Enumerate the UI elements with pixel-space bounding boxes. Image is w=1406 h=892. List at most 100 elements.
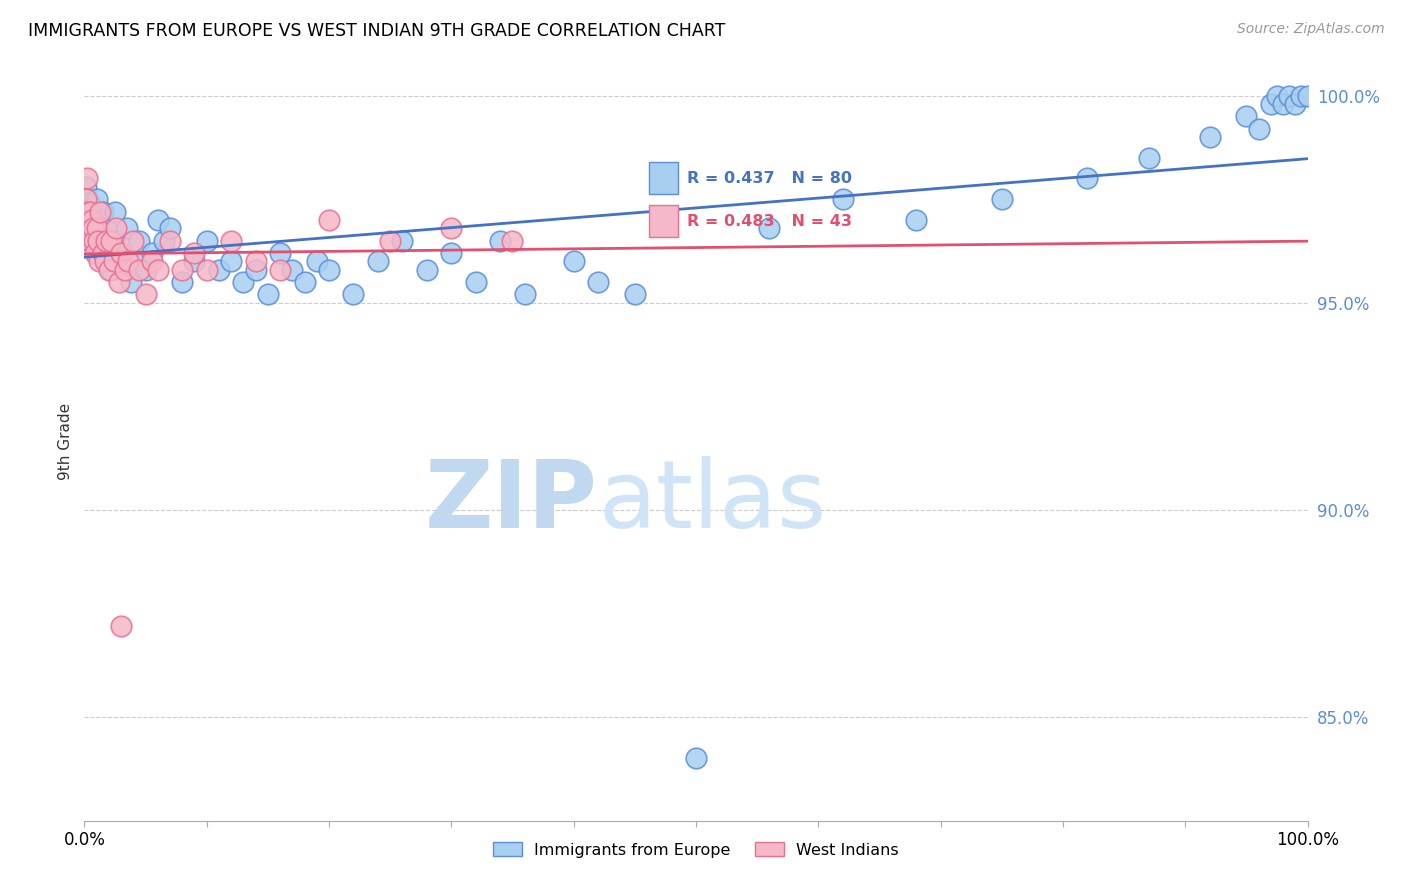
Point (77, 221, 100, 235)
Text: IMMIGRANTS FROM EUROPE VS WEST INDIAN 9TH GRADE CORRELATION CHART: IMMIGRANTS FROM EUROPE VS WEST INDIAN 9T… (28, 22, 725, 40)
Point (269, 246, 291, 260)
Point (80, 221, 103, 235)
Point (82, 221, 104, 235)
Point (77, 213, 100, 227)
Point (105, 221, 128, 235)
Point (89, 204, 111, 219)
Text: atlas: atlas (598, 456, 827, 549)
Point (120, 275, 142, 289)
Point (96, 234, 118, 248)
Point (1076, 171, 1098, 186)
Point (489, 234, 512, 248)
Point (305, 254, 328, 268)
Point (79, 234, 101, 248)
Point (86, 192, 108, 206)
FancyBboxPatch shape (650, 205, 678, 237)
Point (79, 234, 101, 248)
Point (141, 254, 163, 268)
Point (991, 192, 1014, 206)
Point (245, 254, 267, 268)
Point (107, 275, 129, 289)
Point (96, 221, 118, 235)
Point (183, 254, 205, 268)
Point (1265, 88, 1288, 103)
Point (97, 262, 120, 277)
Point (342, 287, 364, 301)
Point (110, 254, 132, 268)
Point (82, 213, 104, 227)
FancyBboxPatch shape (650, 162, 678, 194)
Point (75, 192, 97, 206)
Point (80, 201, 103, 215)
Point (128, 262, 150, 277)
Point (76, 192, 98, 206)
Point (159, 234, 181, 248)
Point (1291, 88, 1313, 103)
Point (110, 246, 132, 260)
Point (1236, 109, 1258, 123)
Point (83, 234, 105, 248)
Text: ZIP: ZIP (425, 456, 598, 549)
Point (77, 221, 100, 235)
Point (1247, 121, 1270, 136)
Point (905, 213, 928, 227)
Point (245, 262, 267, 277)
Point (440, 246, 463, 260)
Point (87, 213, 110, 227)
Point (172, 275, 194, 289)
Point (94, 254, 117, 268)
Text: R = 0.483   N = 43: R = 0.483 N = 43 (688, 214, 852, 228)
Text: Source: ZipAtlas.com: Source: ZipAtlas.com (1237, 22, 1385, 37)
Point (391, 234, 413, 248)
Point (758, 221, 780, 235)
Point (77, 196, 100, 211)
Point (76, 204, 98, 219)
Point (146, 262, 169, 277)
Point (586, 275, 609, 289)
Point (135, 262, 157, 277)
Point (75, 179, 97, 194)
Point (87, 246, 110, 260)
Point (1284, 96, 1306, 111)
Point (135, 287, 157, 301)
Point (110, 619, 132, 633)
Point (1278, 88, 1301, 103)
Point (502, 234, 524, 248)
Point (172, 262, 194, 277)
Point (281, 262, 304, 277)
Point (219, 234, 242, 248)
Point (107, 234, 129, 248)
Legend: Immigrants from Europe, West Indians: Immigrants from Europe, West Indians (485, 834, 907, 866)
Point (318, 213, 340, 227)
Point (294, 275, 316, 289)
Point (80, 213, 103, 227)
Point (83, 204, 105, 219)
Point (93, 234, 115, 248)
Point (1260, 96, 1282, 111)
Point (89, 234, 111, 248)
Point (367, 254, 389, 268)
Point (125, 254, 148, 268)
Point (232, 275, 254, 289)
Point (122, 234, 145, 248)
Point (117, 254, 139, 268)
Point (464, 275, 486, 289)
Point (440, 221, 463, 235)
Point (208, 262, 231, 277)
Point (77, 204, 100, 219)
Point (94, 254, 117, 268)
Point (1272, 96, 1295, 111)
Point (77, 209, 100, 223)
Point (685, 751, 707, 765)
Point (513, 287, 536, 301)
Point (257, 287, 280, 301)
Point (146, 213, 169, 227)
Point (195, 262, 218, 277)
Point (77, 213, 100, 227)
Point (195, 234, 218, 248)
Point (91, 246, 114, 260)
Point (159, 221, 181, 235)
Point (380, 234, 402, 248)
Point (84, 229, 107, 244)
Point (100, 234, 122, 248)
